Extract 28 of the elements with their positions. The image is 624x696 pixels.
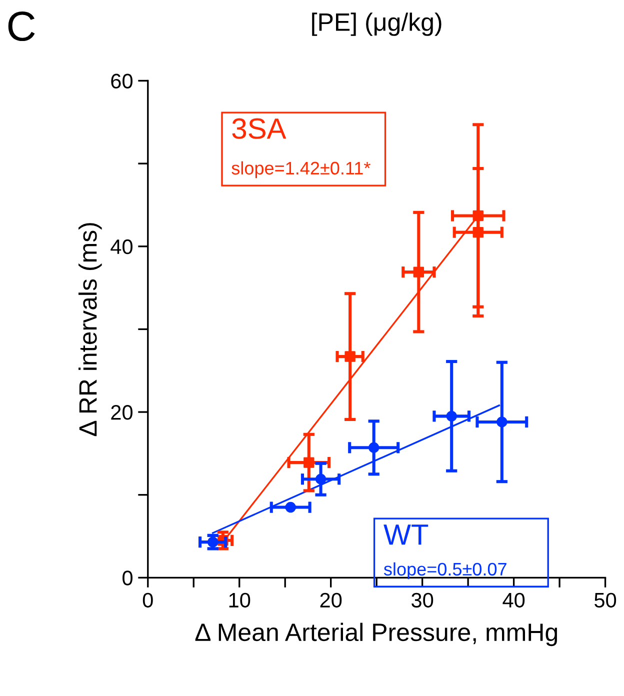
text: C (8, 12, 35, 42)
point (446, 410, 457, 422)
point (472, 210, 484, 222)
y-tick-label: 60 (111, 74, 132, 88)
x-tick-label: 30 (412, 592, 434, 608)
point (285, 502, 296, 513)
x-tick-label: 20 (320, 592, 342, 608)
chart-title: [PE] (μg/kg) (312, 12, 442, 36)
annotation: slope=1.42±0.11* (232, 161, 370, 178)
x-tick-label: 0 (142, 592, 153, 608)
point (472, 226, 484, 238)
point (315, 474, 326, 484)
x-tick-label: 40 (502, 592, 525, 608)
x-tick-label: 50 (594, 592, 616, 608)
point (344, 351, 356, 362)
x-axis-title: Δ Mean Arterial Pressure, mmHg (195, 622, 558, 646)
y-tick-label: 40 (110, 239, 132, 254)
y-axis-title: Δ RR intervals (ms) (78, 223, 102, 436)
point (304, 457, 314, 468)
y-tick-label: 0 (122, 570, 132, 586)
text: WT (384, 524, 428, 545)
y-tick-label: 20 (111, 405, 132, 420)
x-tick-label: 10 (229, 592, 250, 608)
point (496, 416, 508, 428)
text: 3SA (232, 118, 286, 139)
annotation: slope=0.5±0.07 (384, 562, 506, 580)
point (413, 266, 424, 278)
point (368, 442, 380, 453)
